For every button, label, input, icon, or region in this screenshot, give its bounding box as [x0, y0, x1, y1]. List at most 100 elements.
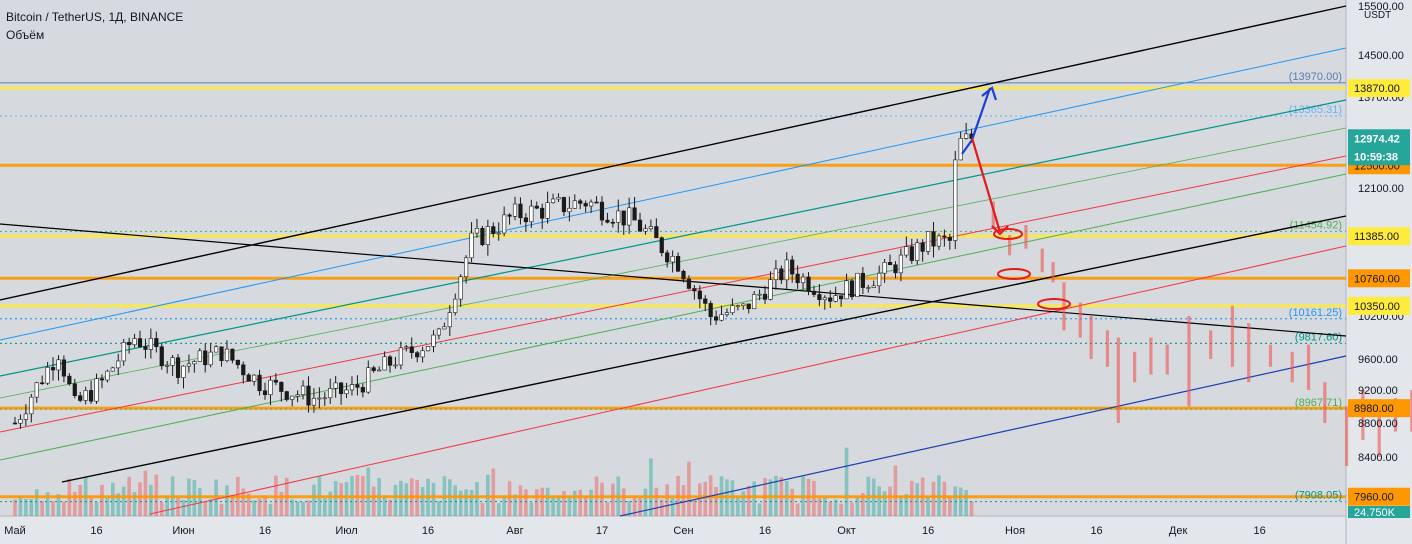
- candle-body: [273, 379, 278, 383]
- volume-bar: [469, 489, 474, 516]
- candle-body: [518, 203, 523, 219]
- candle-body: [436, 328, 442, 336]
- candle-body: [882, 262, 887, 274]
- volume-bar: [241, 488, 246, 516]
- price-level-badge: [1348, 296, 1410, 315]
- candle-body: [208, 351, 213, 366]
- volume-bar: [507, 481, 512, 516]
- projected-bar: [1024, 225, 1028, 249]
- symbol-title[interactable]: Bitcoin / TetherUS, 1Д, BINANCE: [6, 10, 184, 24]
- candle-body: [779, 268, 784, 281]
- volume-bar: [475, 481, 479, 516]
- volume-bar: [659, 499, 664, 516]
- candle-body: [730, 305, 735, 314]
- volume-bar: [89, 496, 93, 516]
- volume-bar: [540, 487, 544, 516]
- volume-bar: [643, 488, 648, 516]
- time-tick-label: Дек: [1169, 525, 1188, 537]
- candle-body: [610, 221, 615, 224]
- candle-body: [311, 397, 317, 406]
- volume-bar: [741, 491, 746, 516]
- time-tick-label: 16: [1253, 525, 1265, 537]
- price-axis: 15500.0014500.0013700.0012100.0010200.00…: [1348, 1, 1410, 519]
- candle-body: [637, 219, 643, 232]
- price-level-badge-text: 13870.00: [1354, 83, 1400, 95]
- candle-body: [502, 214, 507, 234]
- candle-body: [583, 203, 588, 207]
- volume-bar: [165, 495, 169, 516]
- projected-bar: [1133, 351, 1137, 383]
- volume-bar: [431, 482, 436, 516]
- volume-bar: [839, 503, 843, 516]
- volume-bar: [40, 500, 44, 516]
- volume-bar: [301, 501, 305, 516]
- volume-bar: [861, 492, 865, 516]
- candle-body: [757, 293, 762, 296]
- candle-body: [643, 228, 648, 232]
- projected-bar: [1410, 390, 1412, 432]
- price-level-badge-text: 7960.00: [1354, 492, 1394, 504]
- candle-body: [496, 232, 501, 235]
- candle-body: [708, 303, 713, 318]
- candle-body: [529, 205, 534, 223]
- candle-body: [382, 356, 387, 371]
- time-tick-label: Ноя: [1005, 525, 1025, 537]
- candle-body: [442, 326, 447, 330]
- price-level-badge: [1348, 399, 1410, 418]
- volume-bar: [13, 499, 17, 516]
- candle-body: [40, 382, 45, 385]
- volume-bar: [34, 489, 39, 516]
- volume-bar: [556, 496, 561, 516]
- candle-body: [768, 279, 773, 300]
- candle-body: [795, 273, 800, 284]
- candle-body: [344, 389, 349, 395]
- volume-bar: [306, 500, 311, 516]
- currency-label: USDT: [1364, 10, 1391, 21]
- volume-indicator-label[interactable]: Объём: [6, 28, 45, 42]
- projected-bar: [1247, 323, 1251, 383]
- projected-bar: [1187, 316, 1191, 407]
- candle-body: [784, 259, 789, 281]
- current-price-text: 12974.42: [1354, 133, 1400, 145]
- candle-body: [654, 226, 659, 239]
- time-tick-label: 16: [90, 525, 102, 537]
- candle-body: [724, 312, 730, 315]
- volume-bar: [279, 491, 284, 516]
- projected-bar: [1040, 248, 1044, 273]
- candle-body: [279, 381, 284, 392]
- candle-body: [398, 347, 403, 366]
- candle-body: [811, 290, 817, 295]
- reference-level-label: (8967.71): [1295, 397, 1342, 409]
- time-tick-label: Июн: [172, 525, 194, 537]
- candle-body: [556, 197, 561, 200]
- time-tick-label: 16: [422, 525, 434, 537]
- candle-body: [132, 338, 137, 346]
- projected-bar: [1062, 282, 1066, 331]
- candle-body: [18, 419, 23, 424]
- volume-bar: [757, 503, 762, 516]
- down-arrow: [970, 137, 1002, 233]
- candle-body: [116, 360, 121, 369]
- candle-body: [333, 382, 338, 389]
- candle-body: [741, 303, 746, 306]
- candle-body: [561, 197, 567, 213]
- candle-body: [594, 201, 599, 204]
- candle-body: [697, 290, 702, 300]
- candle-body: [534, 205, 539, 209]
- candle-body: [480, 227, 485, 245]
- candle-body: [252, 374, 257, 382]
- up-arrow-head: [981, 86, 998, 101]
- volume-bar: [855, 497, 860, 516]
- volume-bar: [181, 499, 186, 516]
- volume-bar: [491, 468, 496, 516]
- volume-bar: [893, 465, 898, 516]
- time-tick-label: Авг: [506, 525, 523, 537]
- volume-bar: [453, 485, 458, 516]
- candle-body: [925, 231, 931, 252]
- candle-body: [72, 383, 77, 396]
- candle-body: [284, 391, 289, 400]
- chart-legend: Bitcoin / TetherUS, 1Д, BINANCE Объём: [6, 8, 183, 44]
- volume-bar: [56, 494, 61, 516]
